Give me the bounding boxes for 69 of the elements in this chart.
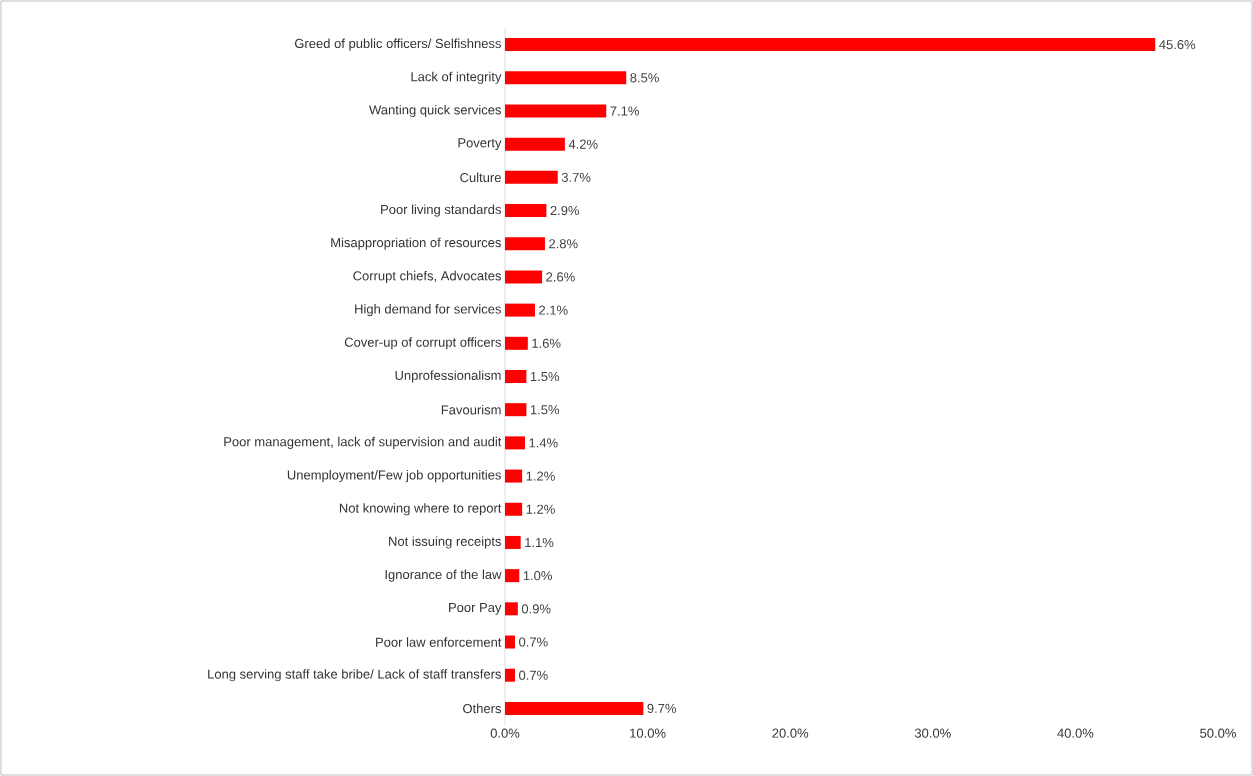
data-label: 2.1% [539,305,568,315]
y-tick-label: Poor law enforcement [376,637,502,647]
data-label: 1.4% [529,438,558,448]
x-tick-label: 30.0% [914,728,951,738]
y-tick-label: Corrupt chiefs, Advocates [353,270,501,283]
data-label: 45.6% [1159,39,1196,50]
y-tick-label: Cover-up of corrupt officers [344,337,501,350]
x-tick-label: 10.0% [630,728,666,738]
x-tick-label: 20.0% [772,728,809,738]
y-tick-label: High demand for services [355,304,501,317]
y-tick-label: Poor Pay [449,603,502,615]
data-label: 1.0% [523,571,552,581]
bar [505,104,607,118]
bar [505,71,627,85]
data-label: 1.6% [532,338,561,348]
y-tick-label: Others [463,703,502,714]
data-label: 0.7% [519,637,548,647]
data-label: 1.5% [530,371,560,382]
y-tick-label: Not issuing receipts [389,536,501,549]
bar [505,701,644,715]
data-label: 2.8% [549,239,578,249]
bar [505,602,518,616]
bar [505,569,520,583]
bar [505,635,515,649]
x-tick-label: 0.0% [490,728,520,738]
data-label: 1.2% [526,504,555,514]
bar [505,170,558,184]
y-tick-label: Unprofessionalism [395,370,501,383]
bar [505,270,543,284]
bar [505,436,525,450]
y-tick-label: Misappropriation of resources [331,237,501,250]
bar [505,303,535,317]
bar [505,535,521,549]
data-label: 2.9% [550,205,580,216]
bar [505,237,545,251]
y-tick-label: Poor living standards [381,204,501,217]
data-label: 0.7% [519,670,548,680]
data-label: 1.1% [525,537,554,547]
bar [505,370,527,383]
y-tick-label: Not knowing where to report [339,503,502,516]
bar [505,469,523,483]
bar [505,502,523,516]
bar [505,336,528,350]
data-label: 8.5% [630,73,659,83]
data-label: 0.9% [521,604,551,614]
bar [505,38,1156,52]
data-label: 9.7% [647,703,677,713]
bar [505,403,527,417]
y-tick-label: Ignorance of the law [385,569,502,582]
bar [505,204,547,218]
y-tick-label: Long serving staff take bribe/ Lack of staff transfers [208,669,501,682]
bar [505,668,515,682]
data-label: 1.2% [526,471,555,481]
y-tick-label: Unemployment/Few job opportunities [287,470,501,483]
data-label: 4.2% [568,139,598,149]
y-tick-label: Lack of integrity [411,71,502,84]
y-tick-label: Wanting quick services [369,104,501,118]
y-tick-label: Culture [460,172,501,183]
y-tick-label: Favourism [441,404,501,415]
y-tick-label: Poor management, lack of supervision and audit [224,436,502,449]
data-label: 7.1% [610,106,639,116]
bar [505,137,565,151]
data-label: 1.5% [530,405,560,415]
data-label: 3.7% [561,172,591,182]
x-tick-label: 40.0% [1057,728,1094,738]
y-tick-label: Poverty [458,138,502,150]
data-label: 2.6% [546,272,575,282]
y-tick-label: Greed of public officers/ Selfishness [294,38,501,51]
x-tick-label: 50.0% [1200,728,1236,738]
